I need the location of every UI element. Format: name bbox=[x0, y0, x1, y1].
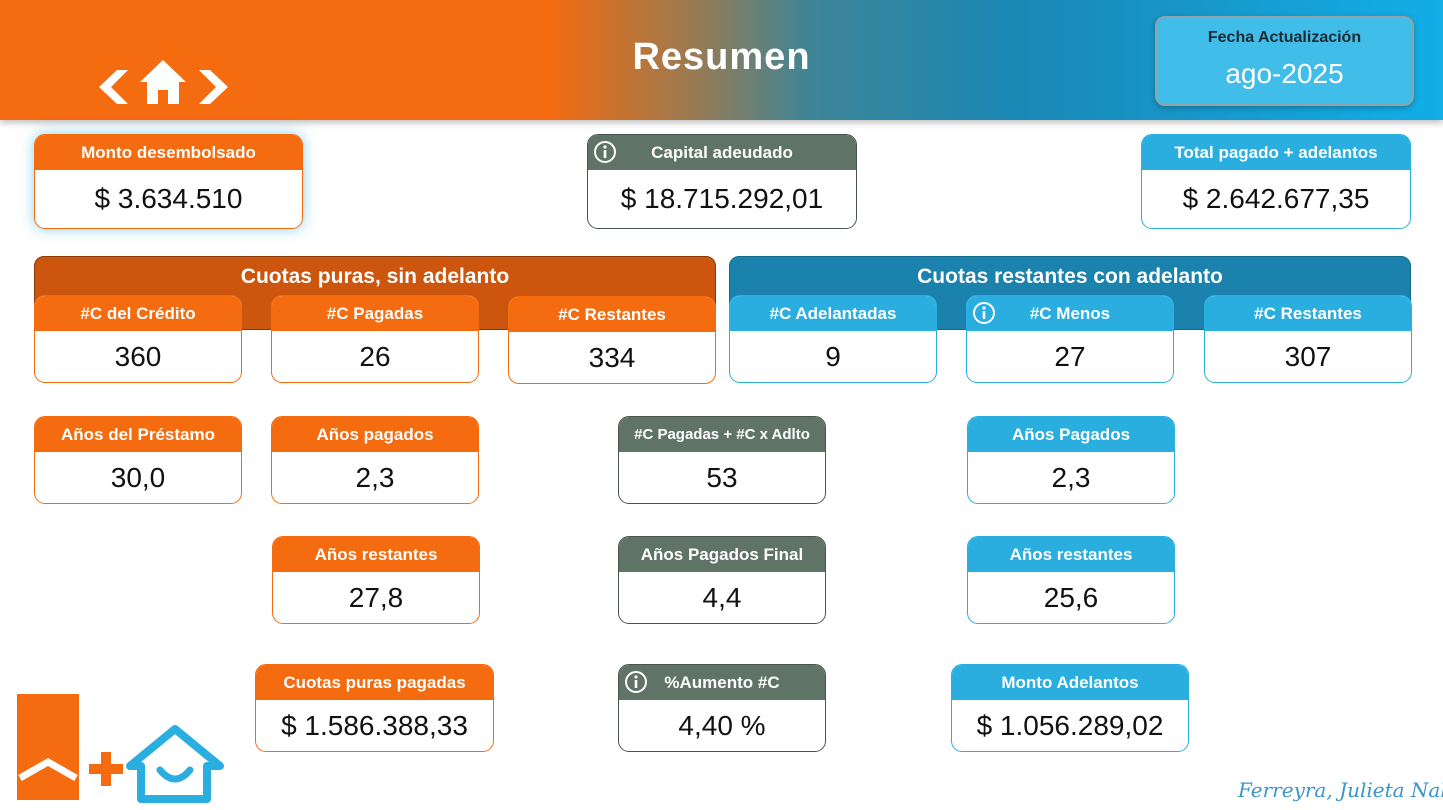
capital-adeudado-card: Capital adeudado $ 18.715.292,01 bbox=[587, 134, 857, 229]
cuotas-pagadas-card: #C Pagadas 26 bbox=[271, 295, 479, 383]
card-label: Monto Adelantos bbox=[952, 665, 1188, 700]
card-value: 4,40 % bbox=[678, 709, 766, 741]
chevron-left-icon[interactable] bbox=[93, 68, 131, 106]
total-pagado-card: Total pagado + adelantos $ 2.642.677,35 bbox=[1141, 134, 1411, 229]
info-icon[interactable] bbox=[593, 140, 617, 164]
monto-adelantos-card: Monto Adelantos $ 1.056.289,02 bbox=[951, 664, 1189, 752]
anios-pagados-puros-card: Años pagados 2,3 bbox=[271, 416, 479, 504]
card-value: $ 1.586.388,33 bbox=[281, 709, 468, 741]
info-icon[interactable] bbox=[624, 670, 648, 694]
page-title: Resumen bbox=[632, 36, 811, 78]
cuotas-restantes-adelanto-card: #C Restantes 307 bbox=[1204, 295, 1412, 383]
cuotas-credito-card: #C del Crédito 360 bbox=[34, 295, 242, 383]
header-banner: Resumen Fecha Actualización ago-2025 bbox=[0, 0, 1443, 120]
aumento-card: %Aumento #C 4,40 % bbox=[618, 664, 826, 752]
card-label: Cuotas puras pagadas bbox=[256, 665, 493, 700]
card-value: 4,4 bbox=[702, 581, 742, 613]
card-value: $ 3.634.510 bbox=[94, 183, 243, 214]
brand-logo-icon bbox=[17, 694, 224, 803]
card-label: Años restantes bbox=[273, 537, 479, 572]
card-label: Años Pagados bbox=[968, 417, 1174, 452]
card-label: #C Pagadas bbox=[272, 296, 478, 331]
card-label: Monto desembolsado bbox=[35, 135, 302, 170]
chevron-right-icon[interactable] bbox=[196, 68, 234, 106]
card-value: $ 1.056.289,02 bbox=[976, 709, 1164, 741]
cuotas-adelantadas-card: #C Adelantadas 9 bbox=[729, 295, 937, 383]
card-value: $ 18.715.292,01 bbox=[620, 183, 824, 214]
anios-prestamo-card: Años del Préstamo 30,0 bbox=[34, 416, 242, 504]
card-value: 27,8 bbox=[348, 581, 404, 613]
card-value: 9 bbox=[825, 340, 841, 372]
card-value: 25,6 bbox=[1043, 581, 1099, 613]
anios-restantes-adelanto-card: Años restantes 25,6 bbox=[967, 536, 1175, 624]
card-value: 53 bbox=[706, 461, 738, 493]
card-label: Capital adeudado bbox=[588, 135, 856, 170]
card-value: 30,0 bbox=[110, 461, 166, 493]
card-label: #C Menos bbox=[967, 296, 1173, 331]
card-value: 334 bbox=[588, 341, 636, 373]
card-value: 2,3 bbox=[1051, 461, 1091, 493]
section-title: Cuotas restantes con adelanto bbox=[917, 265, 1223, 288]
update-date-value: ago-2025 bbox=[1225, 58, 1344, 89]
cuotas-menos-card: #C Menos 27 bbox=[966, 295, 1174, 383]
card-label: Años pagados bbox=[272, 417, 478, 452]
anios-restantes-puros-card: Años restantes 27,8 bbox=[272, 536, 480, 624]
card-label: #C del Crédito bbox=[35, 296, 241, 331]
author-signature: Ferreyra, Julieta Nahir bbox=[1238, 778, 1443, 802]
card-label: Años Pagados Final bbox=[619, 537, 825, 572]
info-icon[interactable] bbox=[972, 301, 996, 325]
section-title: Cuotas puras, sin adelanto bbox=[240, 265, 510, 288]
cuotas-puras-pagadas-card: Cuotas puras pagadas $ 1.586.388,33 bbox=[255, 664, 494, 752]
card-label: #C Restantes bbox=[1205, 296, 1411, 331]
card-value: $ 2.642.677,35 bbox=[1182, 183, 1370, 214]
card-value: 307 bbox=[1284, 340, 1332, 372]
card-label: Total pagado + adelantos bbox=[1142, 135, 1410, 170]
card-value: 27 bbox=[1054, 340, 1086, 372]
update-date-label: Fecha Actualización bbox=[1207, 29, 1362, 46]
update-date-card: Fecha Actualización ago-2025 bbox=[1155, 16, 1414, 106]
card-label: #C Pagadas + #C x Adlto bbox=[619, 417, 825, 452]
pagadas-mas-adelanto-card: #C Pagadas + #C x Adlto 53 bbox=[618, 416, 826, 504]
cuotas-restantes-puras-card: #C Restantes 334 bbox=[508, 296, 716, 384]
card-label: Años del Préstamo bbox=[35, 417, 241, 452]
home-icon[interactable] bbox=[138, 58, 188, 105]
card-label: #C Restantes bbox=[509, 297, 715, 332]
card-value: 2,3 bbox=[355, 461, 395, 493]
card-value: 26 bbox=[359, 340, 391, 372]
card-label: #C Adelantadas bbox=[730, 296, 936, 331]
monto-desembolsado-card: Monto desembolsado $ 3.634.510 bbox=[34, 134, 303, 229]
card-label: %Aumento #C bbox=[619, 665, 825, 700]
card-value: 360 bbox=[114, 340, 162, 372]
card-label: Años restantes bbox=[968, 537, 1174, 572]
anios-pagados-final-card: Años Pagados Final 4,4 bbox=[618, 536, 826, 624]
anios-pagados-adelanto-card: Años Pagados 2,3 bbox=[967, 416, 1175, 504]
